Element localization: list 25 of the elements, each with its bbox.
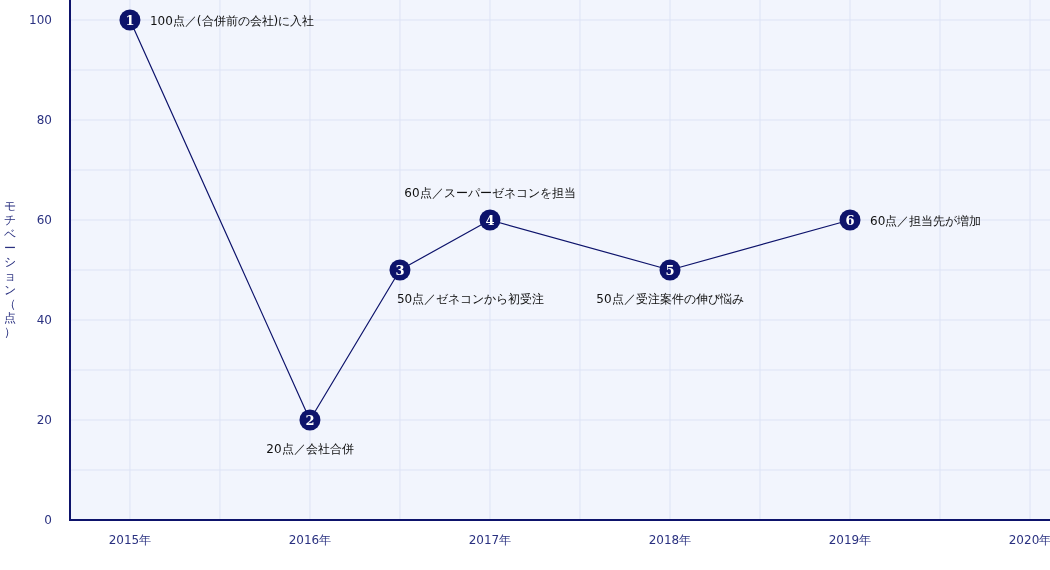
annotation: 1 — [125, 13, 135, 28]
annotation: 50点／ゼネコンから初受注 — [396, 292, 545, 306]
y-tick-label: 40 — [36, 313, 52, 327]
text: モチベーション（点） — [4, 199, 16, 339]
annotation: 50点／受注案件の伸び悩み — [596, 292, 744, 306]
y-tick-label: 20 — [36, 413, 52, 427]
annotation: 6 — [845, 213, 855, 228]
x-tick-label: 2018年 — [648, 533, 692, 547]
annotation: 3 — [395, 263, 405, 278]
annotation: 5 — [665, 263, 675, 278]
x-tick-label: 2020年 — [1008, 533, 1050, 547]
y-tick-label: 0 — [44, 513, 52, 527]
annotation: 2 — [305, 413, 315, 428]
annotation: 60点／スーパーゼネコンを担当 — [404, 186, 576, 200]
x-tick-label: 2016年 — [288, 533, 332, 547]
y-tick-label: 100 — [29, 13, 52, 27]
y-tick-label: 60 — [36, 213, 52, 227]
annotation: 60点／担当先が増加 — [870, 214, 982, 228]
x-tick-label: 2015年 — [108, 533, 152, 547]
x-tick-label: 2019年 — [828, 533, 872, 547]
y-tick-label: 80 — [36, 113, 52, 127]
annotation: 100点／(合併前の会社)に入社 — [149, 14, 315, 28]
annotation: 20点／会社合併 — [266, 442, 354, 456]
x-tick-label: 2017年 — [468, 533, 512, 547]
annotation: 4 — [485, 213, 495, 228]
